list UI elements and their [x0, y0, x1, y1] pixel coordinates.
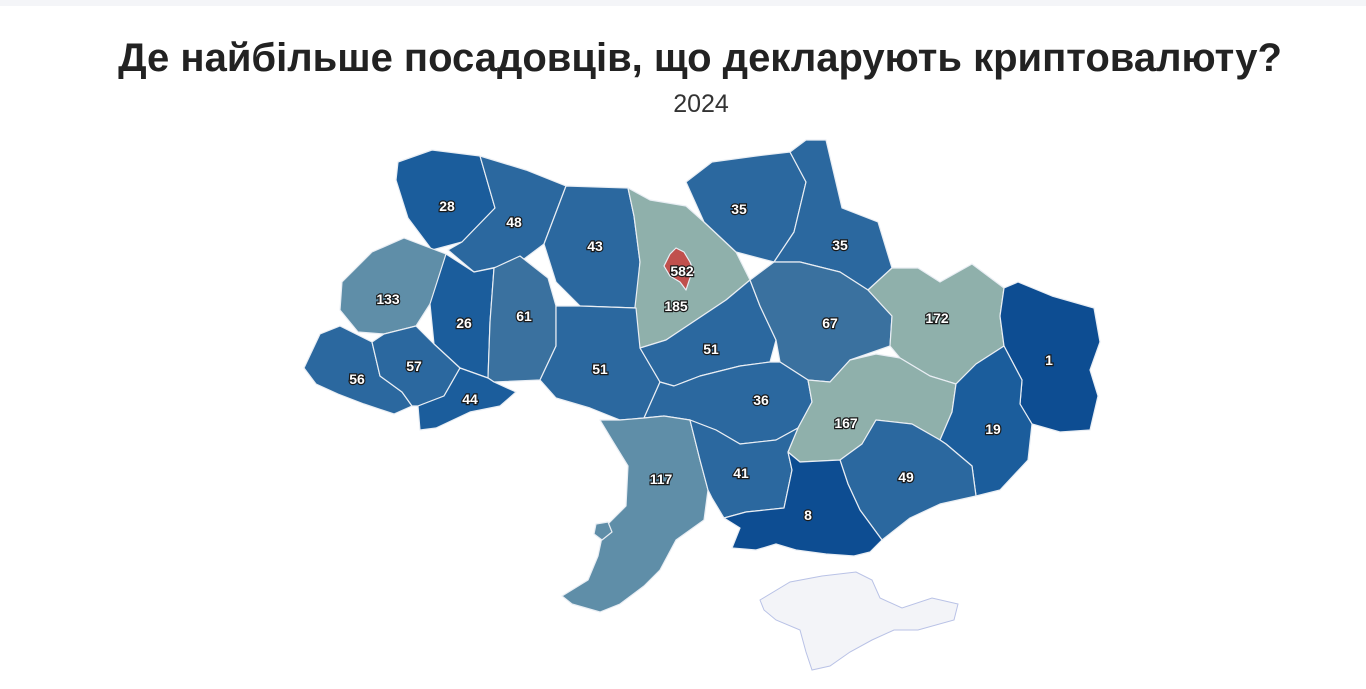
region-kyiv-city[interactable] — [663, 247, 695, 291]
value-label-cherkasy: 51 — [703, 341, 719, 357]
value-label-ternopil: 26 — [456, 315, 472, 331]
value-label-odesa: 117 — [650, 471, 673, 487]
chart-subtitle: 2024 — [673, 90, 729, 118]
top-bar — [0, 0, 1366, 6]
region-odesa[interactable] — [561, 415, 709, 613]
value-label-mykolaiv: 41 — [733, 465, 749, 481]
value-label-dnipropetrovsk: 167 — [834, 415, 858, 431]
value-label-zaporizhzhia: 49 — [898, 469, 914, 485]
value-label-khmelnytskyi: 61 — [516, 308, 532, 324]
value-label-zakarpattia: 56 — [349, 371, 365, 387]
value-label-kharkiv: 172 — [925, 310, 949, 326]
region-crimea — [759, 571, 959, 671]
region-odesa-delta — [593, 521, 613, 541]
value-label-poltava: 67 — [822, 315, 838, 331]
value-label-lviv: 133 — [376, 291, 400, 307]
value-label-vinnytsia: 51 — [592, 361, 608, 377]
value-label-volyn: 28 — [439, 198, 455, 214]
region-kherson[interactable] — [723, 451, 883, 557]
value-label-zhytomyr: 43 — [587, 238, 603, 254]
value-label-chernivtsi: 44 — [462, 391, 478, 407]
value-label-kyiv-oblast: 185 — [664, 298, 688, 314]
value-label-kyiv-city: 582 — [670, 263, 694, 279]
region-poltava[interactable] — [749, 261, 893, 383]
value-label-sumy: 35 — [832, 237, 848, 253]
value-label-kirovohrad: 36 — [753, 392, 769, 408]
value-label-donetsk: 19 — [985, 421, 1001, 437]
region-chernivtsi[interactable] — [417, 367, 517, 431]
value-label-ivano-frankivsk: 57 — [406, 358, 422, 374]
value-label-kherson: 8 — [804, 507, 812, 523]
value-label-rivne: 48 — [506, 214, 522, 230]
chart-title: Де найбільше посадовців, що декларують к… — [118, 36, 1282, 80]
value-labels: 28 48 43 582 185 35 35 133 26 61 51 51 67 172 1 56 57 44 3… — [348, 197, 1054, 524]
value-label-luhansk: 1 — [1045, 352, 1053, 368]
value-label-chernihiv: 35 — [731, 201, 747, 217]
